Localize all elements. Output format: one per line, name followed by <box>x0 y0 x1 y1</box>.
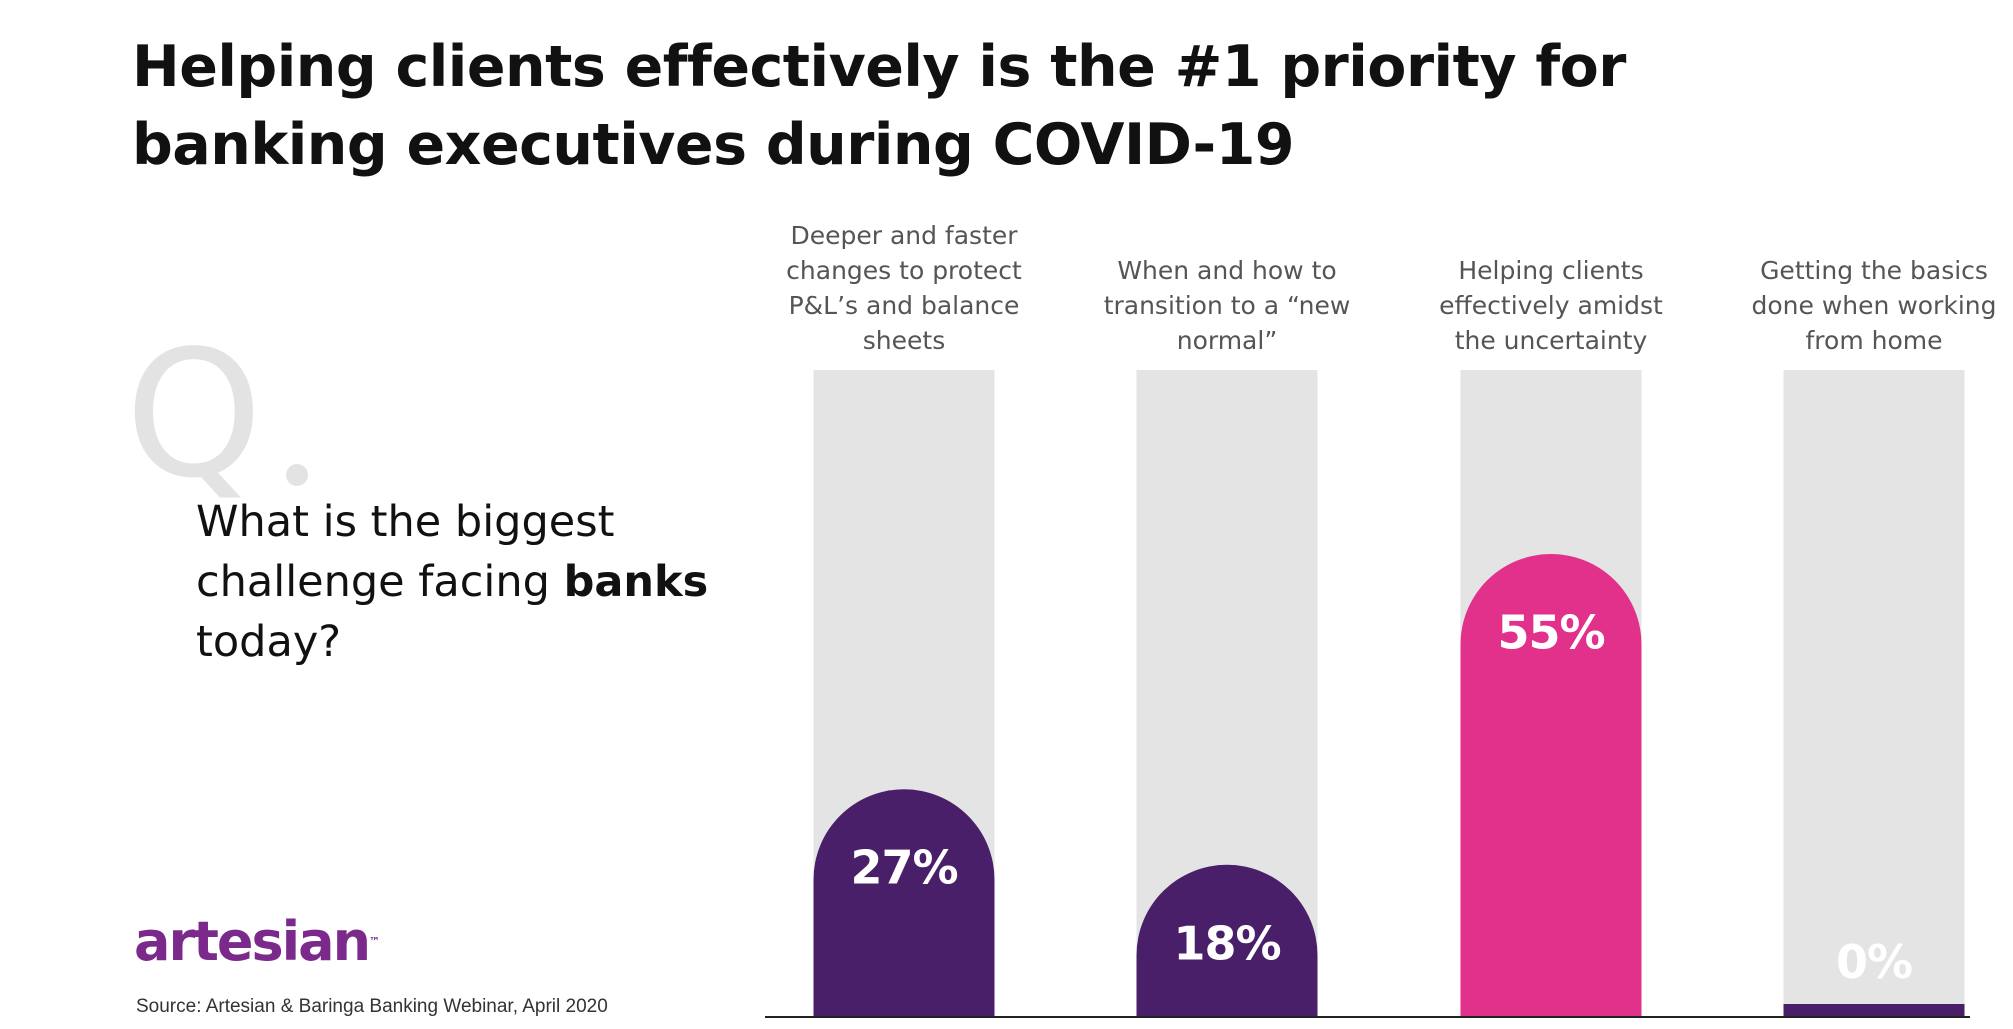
question-mark-dot <box>286 464 308 486</box>
category-label: Deeper and faster changes to protect P&L… <box>786 221 1022 355</box>
bar-value-label: 0% <box>1836 935 1912 989</box>
bar-value-label: 18% <box>1173 916 1280 970</box>
bar <box>1460 554 1642 1016</box>
category-label: Getting the basics done when working fro… <box>1751 256 1997 355</box>
artesian-logo: artesian™ <box>134 912 380 972</box>
question-text: What is the biggest challenge facing ban… <box>196 492 716 672</box>
category-label: When and how to transition to a “new nor… <box>1103 256 1351 355</box>
question-text-bold: banks <box>563 557 709 607</box>
bar <box>1783 1004 1965 1016</box>
chart-title: Helping clients effectively is the #1 pr… <box>132 34 1626 178</box>
category-label: Helping clients effectively amidst the u… <box>1439 256 1663 355</box>
bar-value-label: 27% <box>850 841 957 895</box>
source-note: Source: Artesian & Baringa Banking Webin… <box>136 996 608 1017</box>
bar-value-label: 55% <box>1497 606 1604 660</box>
bar <box>813 789 995 1016</box>
bar <box>1136 864 1318 1016</box>
question-mark-glyph: Q <box>125 314 263 517</box>
question-text-end: today? <box>196 617 342 667</box>
logo-wordmark: artesian <box>134 910 371 973</box>
logo-trademark: ™ <box>369 935 381 948</box>
question-text-start: What is the biggest challenge facing <box>196 497 615 607</box>
bar-track <box>1783 370 1965 1016</box>
